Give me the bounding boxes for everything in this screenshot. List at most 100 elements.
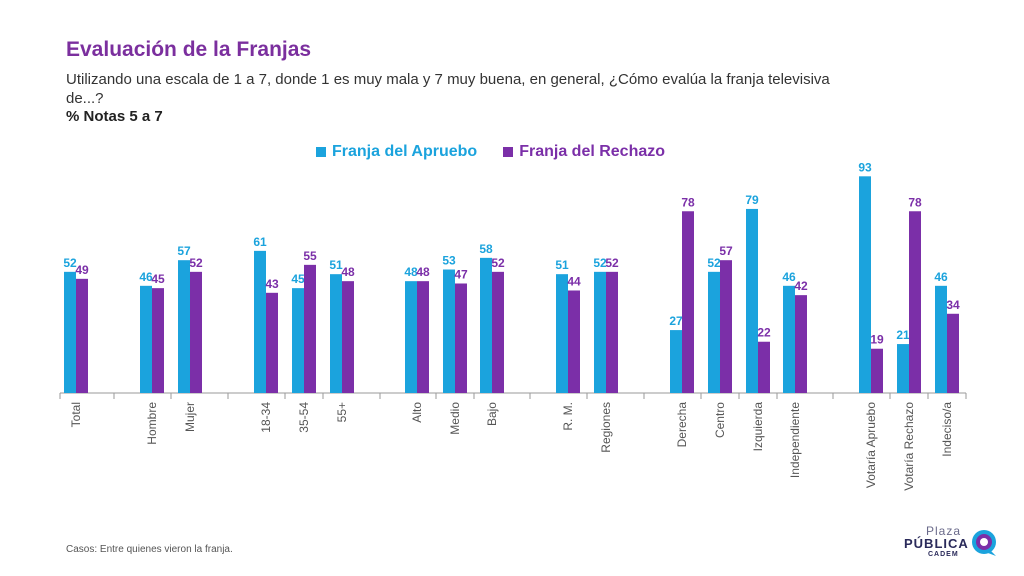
bar-apruebo (443, 269, 455, 393)
data-label-rechazo: 48 (416, 265, 430, 279)
data-label-rechazo: 52 (605, 256, 619, 270)
bar-rechazo (76, 278, 88, 393)
data-label-apruebo: 61 (253, 235, 267, 249)
bar-apruebo (64, 271, 76, 393)
data-label-rechazo: 52 (189, 256, 203, 270)
bar-apruebo (670, 330, 682, 393)
category-label: Independiente (788, 402, 802, 478)
data-label-rechazo: 49 (75, 263, 89, 277)
logo-line1: Plaza (926, 524, 962, 538)
data-label-rechazo: 48 (341, 265, 355, 279)
category-label: Alto (410, 402, 424, 423)
category-label: Centro (713, 402, 727, 438)
data-label-apruebo: 27 (669, 314, 683, 328)
bar-apruebo (556, 274, 568, 393)
bar-apruebo (140, 285, 152, 393)
category-label: Votaría Rechazo (902, 402, 916, 491)
category-label: Mujer (183, 402, 197, 432)
data-label-rechazo: 45 (151, 272, 165, 286)
logo-line2: PÚBLICA (904, 536, 969, 551)
data-label-apruebo: 52 (593, 256, 607, 270)
bar-apruebo (480, 257, 492, 393)
bar-rechazo (266, 292, 278, 393)
metric-note: % Notas 5 a 7 (66, 108, 163, 125)
data-label-rechazo: 19 (870, 333, 884, 347)
data-label-apruebo: 93 (858, 160, 872, 174)
data-label-rechazo: 34 (946, 298, 960, 312)
bar-rechazo (909, 211, 921, 393)
footer-text: : Entre quienes vieron la franja. (94, 544, 233, 555)
bar-apruebo (746, 208, 758, 393)
footer-note: Casos: Entre quienes vieron la franja. (66, 544, 233, 555)
bar-rechazo (568, 290, 580, 393)
data-label-apruebo: 53 (442, 254, 456, 268)
data-label-rechazo: 52 (491, 256, 505, 270)
data-label-apruebo: 21 (896, 328, 910, 342)
category-label: Votaría Apruebo (864, 402, 878, 488)
bar-rechazo (190, 271, 202, 393)
category-label: 55+ (335, 402, 349, 422)
category-label: Izquierda (751, 402, 765, 452)
data-label-apruebo: 46 (782, 270, 796, 284)
speech-bubble-icon (972, 530, 996, 556)
data-label-apruebo: 46 (139, 270, 153, 284)
category-label: Total (69, 402, 83, 427)
category-label: Hombre (145, 402, 159, 445)
legend-label-apruebo: Franja del Apruebo (332, 143, 478, 160)
category-label: Medio (448, 402, 462, 435)
data-label-rechazo: 22 (757, 326, 771, 340)
category-label: R. M. (561, 402, 575, 431)
bar-rechazo (795, 295, 807, 393)
plaza-publica-logo: Plaza PÚBLICA CADEM (900, 522, 1000, 562)
bar-rechazo (720, 260, 732, 393)
data-label-apruebo: 48 (404, 265, 418, 279)
bar-rechazo (455, 283, 467, 393)
category-label: Bajo (485, 402, 499, 426)
legend-item-rechazo: Franja del Rechazo (503, 143, 665, 161)
category-label: Regiones (599, 402, 613, 453)
data-label-rechazo: 44 (567, 274, 581, 288)
page-title: Evaluación de la Franjas (66, 38, 312, 61)
bar-apruebo (405, 281, 417, 393)
bar-rechazo (152, 288, 164, 393)
logo-line3: CADEM (928, 551, 959, 558)
data-label-apruebo: 45 (291, 272, 305, 286)
bar-apruebo (254, 250, 266, 393)
data-label-rechazo: 47 (454, 267, 468, 281)
bar-apruebo (330, 274, 342, 393)
footer-label: Casos (66, 544, 95, 555)
category-label: Derecha (675, 402, 689, 448)
data-label-apruebo: 57 (177, 244, 191, 258)
category-label: 18-34 (259, 402, 273, 433)
category-label: 35-54 (297, 402, 311, 433)
bar-rechazo (682, 211, 694, 393)
data-label-rechazo: 55 (303, 249, 317, 263)
legend-item-apruebo: Franja del Apruebo (316, 143, 477, 161)
data-label-rechazo: 57 (719, 244, 733, 258)
legend-label-rechazo: Franja del Rechazo (519, 143, 666, 160)
category-label: Indeciso/a (940, 402, 954, 457)
bar-apruebo (897, 344, 909, 393)
data-label-rechazo: 42 (794, 279, 808, 293)
data-label-rechazo: 43 (265, 277, 279, 291)
data-label-apruebo: 46 (934, 270, 948, 284)
bar-apruebo (859, 176, 871, 393)
data-label-apruebo: 79 (745, 193, 759, 207)
bar-rechazo (947, 313, 959, 393)
bar-apruebo (708, 271, 720, 393)
data-label-apruebo: 52 (707, 256, 721, 270)
bar-rechazo (492, 271, 504, 393)
data-label-apruebo: 52 (63, 256, 77, 270)
question-text: Utilizando una escala de 1 a 7, donde 1 … (66, 71, 830, 107)
bar-rechazo (342, 281, 354, 393)
legend-swatch-rechazo (503, 147, 514, 157)
data-label-apruebo: 58 (479, 242, 493, 256)
bar-rechazo (871, 348, 883, 393)
legend-swatch-apruebo (316, 147, 326, 157)
bar-apruebo (594, 271, 606, 393)
bar-apruebo (292, 288, 304, 393)
chart-legend: Franja del Apruebo Franja del Rechazo (316, 143, 691, 161)
bar-apruebo (178, 260, 190, 393)
bar-rechazo (304, 264, 316, 393)
